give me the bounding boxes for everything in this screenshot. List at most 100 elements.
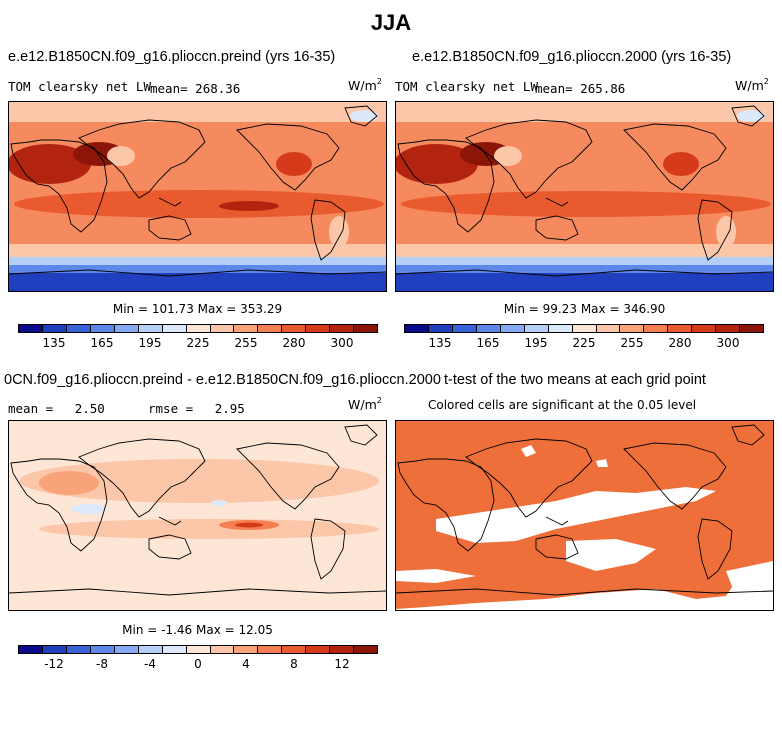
arctic-band bbox=[9, 102, 386, 122]
colorbar-tick-label: 135 bbox=[42, 336, 66, 350]
colorbar-swatch bbox=[306, 325, 331, 332]
colorbar-tick-label: 300 bbox=[330, 336, 354, 350]
colorbar-swatch bbox=[330, 646, 355, 653]
panel4-map-svg bbox=[396, 421, 773, 610]
colorbar-swatch bbox=[162, 325, 187, 332]
colorbar-tick-label: 0 bbox=[194, 657, 202, 671]
colorbar-abs-right bbox=[404, 324, 764, 333]
pacific-warm bbox=[219, 201, 279, 211]
antarctica bbox=[9, 273, 386, 291]
coastlines bbox=[396, 105, 773, 277]
colorbar-swatch bbox=[138, 646, 163, 653]
colorbar-swatch bbox=[500, 325, 525, 332]
nonsig-sw bbox=[396, 569, 476, 583]
panel3-rmse-label: rmse = bbox=[148, 401, 194, 416]
colorbar-swatch bbox=[644, 325, 669, 332]
colorbar-swatch bbox=[66, 325, 91, 332]
colorbar-tick-label: 12 bbox=[334, 657, 350, 671]
itcz bbox=[14, 190, 384, 218]
panel2-minmax: Min = 99.23 Max = 346.90 bbox=[503, 302, 666, 316]
colorbar-swatch bbox=[716, 325, 741, 332]
panel1-title: e.e12.B1850CN.f09_g16.plioccn.preind (yr… bbox=[8, 49, 336, 65]
colorbar-swatch bbox=[548, 325, 573, 332]
colorbar-abs-left bbox=[18, 324, 378, 333]
colorbar-tick-label: 165 bbox=[90, 336, 114, 350]
panel3-map bbox=[8, 420, 387, 611]
antarctic-edge bbox=[396, 265, 773, 274]
antarctic-edge bbox=[9, 265, 386, 274]
panel2-mean-label: mean= bbox=[535, 81, 573, 96]
colorbar-tick-label: 165 bbox=[476, 336, 500, 350]
colorbar-swatch bbox=[234, 325, 259, 332]
coastlines bbox=[396, 424, 773, 596]
nonsig-pacific bbox=[436, 487, 716, 543]
colorbar-tick-label: -4 bbox=[144, 657, 156, 671]
colorbar-tick-label: 280 bbox=[282, 336, 306, 350]
panel1-mean-label: mean= bbox=[150, 81, 188, 96]
colorbar-swatch bbox=[692, 325, 717, 332]
panel4-title: t-test of the two means at each grid poi… bbox=[444, 372, 706, 388]
colorbar-swatch bbox=[19, 646, 43, 653]
colorbar-swatch bbox=[19, 325, 43, 332]
panel1-map-svg bbox=[9, 102, 386, 291]
colorbar-tick-label: 255 bbox=[620, 336, 644, 350]
nonsig-spot2 bbox=[596, 459, 608, 467]
pacific-cool bbox=[211, 500, 227, 506]
colorbar-swatch bbox=[740, 325, 764, 332]
panel4-subtitle: Colored cells are significant at the 0.0… bbox=[428, 398, 697, 412]
antarctica bbox=[396, 273, 773, 291]
panel4-map bbox=[395, 420, 774, 611]
panel3-rmse: rmse = 2.95 bbox=[148, 401, 245, 416]
colorbar-swatch bbox=[90, 325, 115, 332]
panel1-mean-value: 268.36 bbox=[195, 81, 241, 96]
colorbar-swatch bbox=[572, 325, 597, 332]
coastlines bbox=[9, 105, 386, 277]
plot-title: JJA bbox=[370, 10, 412, 35]
colorbar-swatch bbox=[306, 646, 331, 653]
panel2-map-svg bbox=[396, 102, 773, 291]
colorbar-tick-label: 255 bbox=[234, 336, 258, 350]
panel2-mean-value: 265.86 bbox=[580, 81, 626, 96]
colorbar-tick-label: 195 bbox=[138, 336, 162, 350]
southern-ocean bbox=[396, 257, 773, 267]
colorbar-swatch bbox=[282, 646, 307, 653]
colorbar-tick-label: 135 bbox=[428, 336, 452, 350]
tibet bbox=[494, 146, 522, 166]
colorbar-swatch bbox=[524, 325, 549, 332]
panel3-mean-value: 2.50 bbox=[74, 401, 105, 416]
colorbar-swatch bbox=[162, 646, 187, 653]
colorbar-swatch bbox=[66, 646, 91, 653]
panel1-units: W/m2 bbox=[348, 77, 382, 93]
panel2-variable: TOM clearsky net LW bbox=[395, 79, 538, 94]
colorbar-swatch bbox=[90, 646, 115, 653]
panel3-rmse-value: 2.95 bbox=[214, 401, 245, 416]
panel2-mean: mean= 265.86 bbox=[535, 81, 625, 96]
colorbar-swatch bbox=[234, 646, 259, 653]
panel3-minmax: Min = -1.46 Max = 12.05 bbox=[122, 623, 273, 637]
colorbar-swatch bbox=[452, 325, 477, 332]
panel2-title: e.e12.B1850CN.f09_g16.plioccn.2000 (yrs … bbox=[412, 49, 732, 65]
colorbar-swatch bbox=[354, 646, 378, 653]
colorbar-tick-label: -8 bbox=[96, 657, 108, 671]
colorbar-swatch bbox=[258, 646, 283, 653]
southern-midlat bbox=[396, 244, 773, 260]
colorbar-swatch bbox=[405, 325, 429, 332]
panel1-mean: mean= 268.36 bbox=[150, 81, 240, 96]
southern-ocean bbox=[9, 257, 386, 267]
tropic-band bbox=[39, 519, 379, 539]
colorbar-swatch bbox=[114, 325, 139, 332]
colorbar-swatch bbox=[210, 646, 235, 653]
colorbar-tick-label: 8 bbox=[290, 657, 298, 671]
colorbar-swatch bbox=[354, 325, 378, 332]
greenland bbox=[350, 110, 378, 122]
colorbar-swatch bbox=[114, 646, 139, 653]
colorbar-swatch bbox=[668, 325, 693, 332]
colorbar-swatch bbox=[620, 325, 645, 332]
colorbar-tick-label: 225 bbox=[572, 336, 596, 350]
panel3-title: 0CN.f09_g16.plioccn.preind - e.e12.B1850… bbox=[4, 372, 441, 388]
nh-band bbox=[19, 459, 379, 503]
colorbar-swatch bbox=[186, 646, 211, 653]
colorbar-swatch bbox=[138, 325, 163, 332]
panel3-mean: mean = 2.50 bbox=[8, 401, 105, 416]
colorbar-diff bbox=[18, 645, 378, 654]
